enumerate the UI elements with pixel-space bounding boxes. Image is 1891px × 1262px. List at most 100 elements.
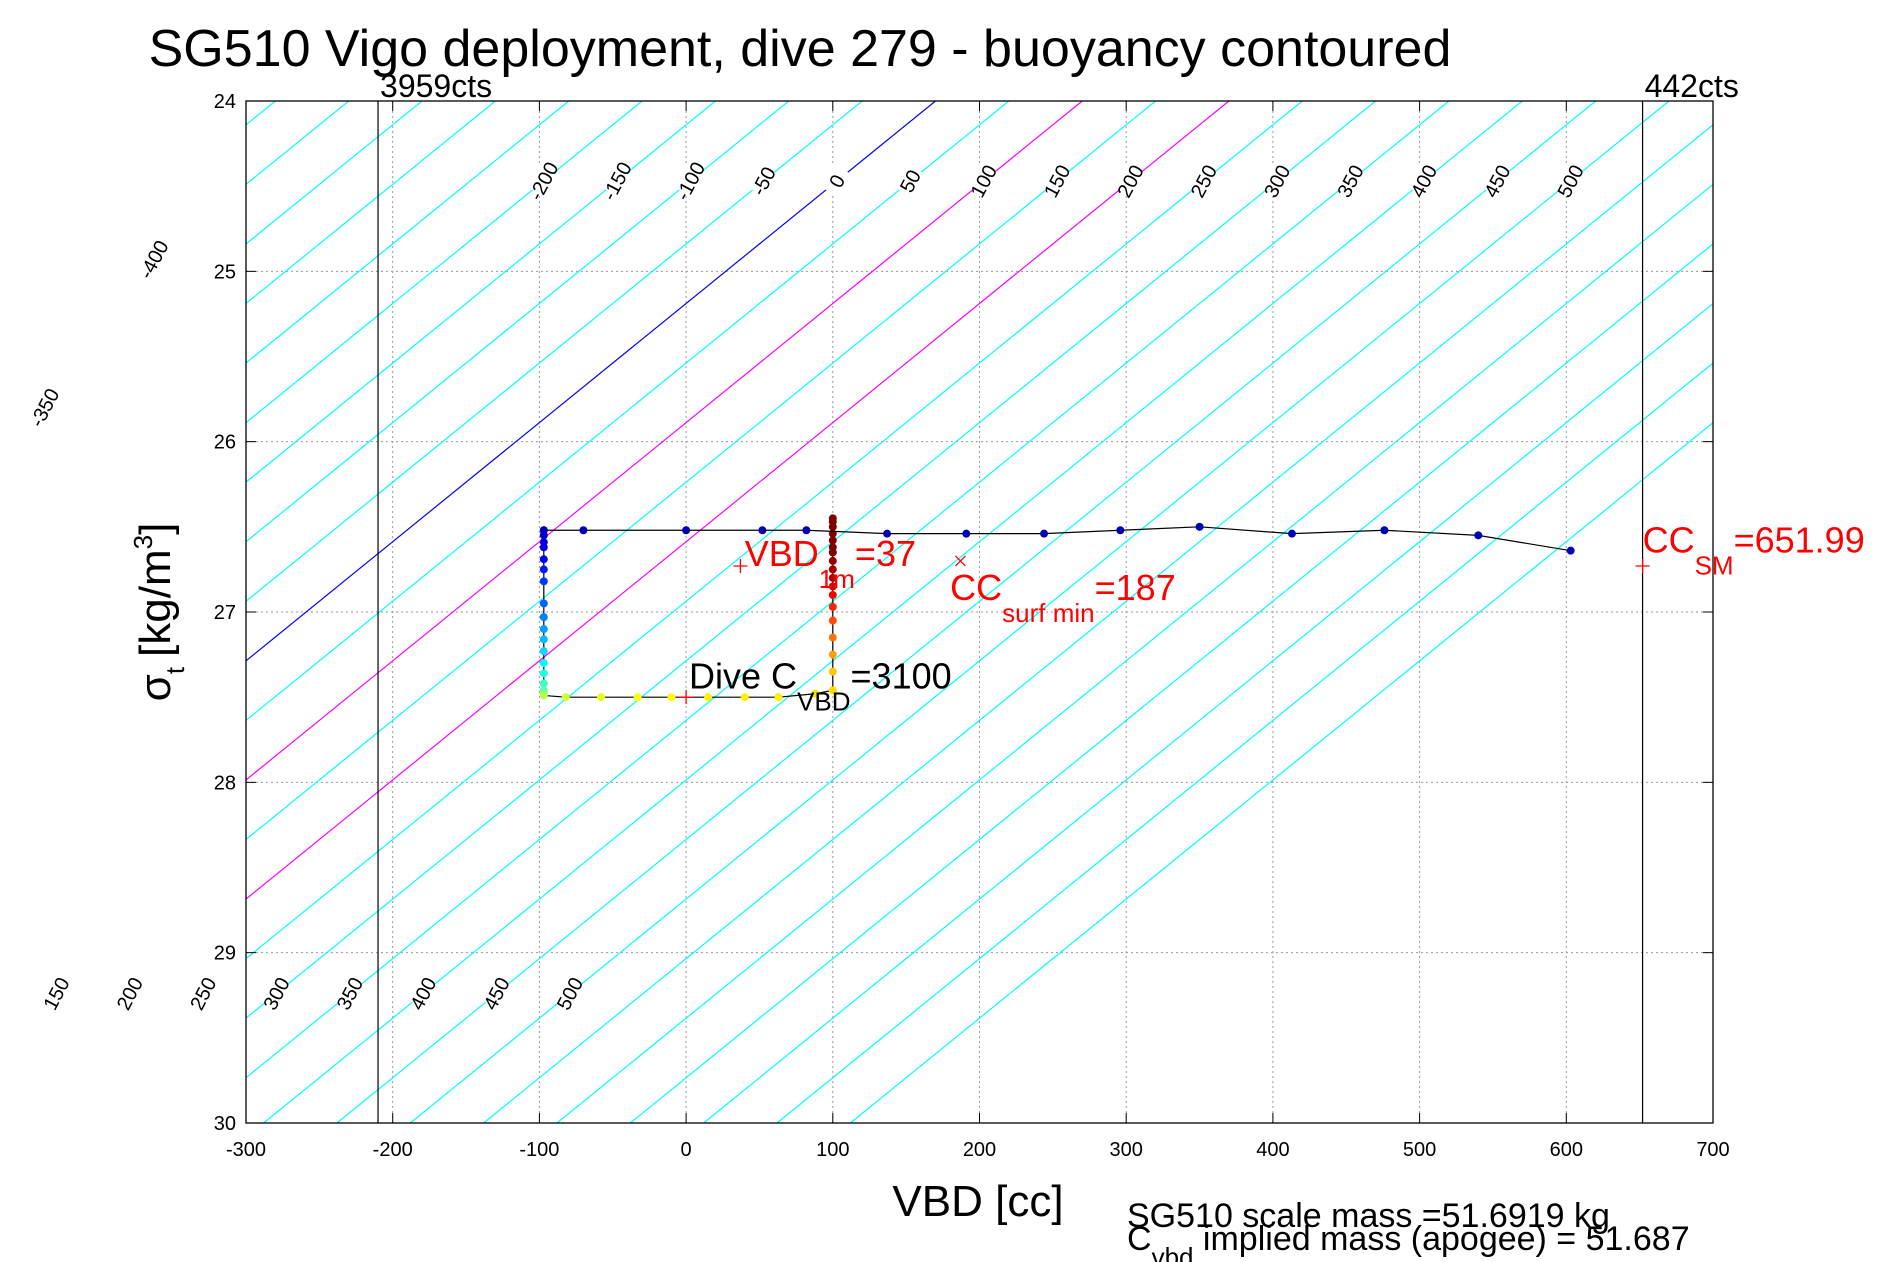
contour-line (629, 243, 1713, 1123)
series-point-dive (539, 659, 548, 668)
series-point-surface (1380, 526, 1389, 535)
contour-label-bg (959, 160, 1008, 202)
contour-line (246, 101, 1376, 1019)
contour-label-bg (105, 972, 154, 1015)
series-point-dive (740, 693, 749, 702)
contour-line (246, 101, 1083, 781)
series-point-surface (1195, 522, 1204, 531)
series-point-dive (539, 599, 548, 608)
grid-lines (245, 100, 1714, 1124)
x-tick-label: 700 (1696, 1139, 1729, 1161)
contour-label-bg (813, 160, 861, 202)
y-label-close: ] (131, 523, 180, 535)
series-point-surface (1116, 526, 1125, 535)
y-tick-label: 27 (214, 602, 236, 624)
y-label-sub: t (160, 666, 190, 674)
series-point-dive (597, 693, 606, 702)
contour-label-bg (179, 972, 227, 1015)
x-ticks: -300 -200 -100 0 100 200 300 400 500 600 700 (226, 101, 1730, 1161)
contour-line (703, 302, 1713, 1123)
series-point-surface (1040, 529, 1049, 538)
plus-marker (679, 690, 694, 705)
series-point-surface (682, 526, 691, 535)
contour-label-bg (545, 972, 594, 1015)
contour-line (246, 101, 790, 543)
y-tick-label: 28 (214, 772, 236, 794)
series-point-dive (704, 693, 713, 702)
contour-line (246, 101, 1450, 1079)
contour-line (246, 101, 423, 245)
contour-label-bg (1033, 160, 1081, 202)
series-point-dive (828, 633, 837, 642)
plus-marker (733, 559, 748, 574)
contour-labels: -400-350-300-250-200-150-100-50050100150… (0, 159, 1595, 1015)
y-axis-label: σt [kg/m3] (128, 523, 190, 702)
contour-label-bg (1326, 160, 1375, 202)
x-tick-label: 200 (963, 1139, 996, 1161)
y-label-unit: [kg/m (131, 549, 180, 657)
contour-line (246, 101, 1010, 722)
y-tick-label: 25 (214, 261, 236, 283)
series-point-dive (539, 635, 548, 644)
annotation-ccsm: CCSM=651.99 (1643, 519, 1865, 580)
series-point-dive (828, 582, 837, 591)
series-point-surface (962, 529, 971, 538)
series-point-dive (539, 577, 548, 586)
y-tick-label: 30 (214, 1113, 236, 1135)
contour-line (483, 124, 1713, 1123)
series-point-dive (539, 625, 548, 634)
contour-label-bg (252, 972, 301, 1015)
y-tick-label: 29 (214, 943, 236, 965)
contour-label-bg (129, 238, 178, 281)
series-point-surface (1566, 546, 1575, 555)
contour-line (246, 101, 936, 662)
series-point-dive (667, 693, 676, 702)
x-tick-label: -100 (519, 1139, 559, 1161)
contour-line (246, 101, 863, 603)
series-point-dive (539, 669, 548, 678)
series-point-dive (539, 647, 548, 656)
contour-label-bg (739, 160, 788, 202)
series-point-dive (539, 543, 548, 552)
series-line-surface (543, 526, 1571, 552)
annotations: VBD1m=37 CCsurf min=187 Dive CVBD=3100 CCSM… (689, 519, 1865, 716)
buoyancy-contours (246, 101, 1713, 1123)
contour-label-bg (20, 386, 69, 429)
contour-label-bg (32, 972, 81, 1015)
contour-line (263, 101, 1523, 1123)
count-limit-lines: 3959cts 442cts (377, 68, 1739, 1123)
series-point-dive (539, 555, 548, 564)
series-point-dive (828, 543, 837, 552)
y-ticks: 24 25 26 27 28 29 30 (214, 91, 1713, 1135)
contour-label-bg (519, 160, 568, 202)
series-point-surface (579, 526, 588, 535)
annotation-ccsurf: CCsurf min=187 (950, 567, 1176, 628)
x-axis-label: VBD [cc] (892, 1177, 1063, 1226)
contour-label-bg (593, 160, 641, 202)
series-point-surface (1474, 531, 1483, 540)
series-point-surface (1287, 529, 1296, 538)
series-point-surface (883, 529, 892, 538)
series-point-dive (828, 536, 837, 545)
y-label-sup: 3 (128, 535, 158, 549)
series-point-dive (561, 693, 570, 702)
series-point-dive (811, 689, 820, 698)
series-point-dive (828, 667, 837, 676)
x-tick-label: 600 (1550, 1139, 1583, 1161)
x-tick-label: 500 (1403, 1139, 1436, 1161)
x-tick-label: -200 (373, 1139, 413, 1161)
contour-line (246, 101, 716, 483)
contour-line (246, 101, 496, 305)
series-point-dive (828, 573, 837, 582)
contour-label-bg (1253, 160, 1301, 202)
svg-text:σt[kg/m3]: σt [kg/m3] (128, 523, 190, 702)
annotation-divec: Dive CVBD=3100 (689, 656, 952, 717)
count-label: 442cts (1645, 68, 1739, 104)
y-label-symbol: σ (131, 674, 180, 701)
series-point-dive (828, 565, 837, 574)
contour-line (776, 362, 1713, 1123)
series-point-surface (758, 526, 767, 535)
x-tick-label: 300 (1110, 1139, 1143, 1161)
